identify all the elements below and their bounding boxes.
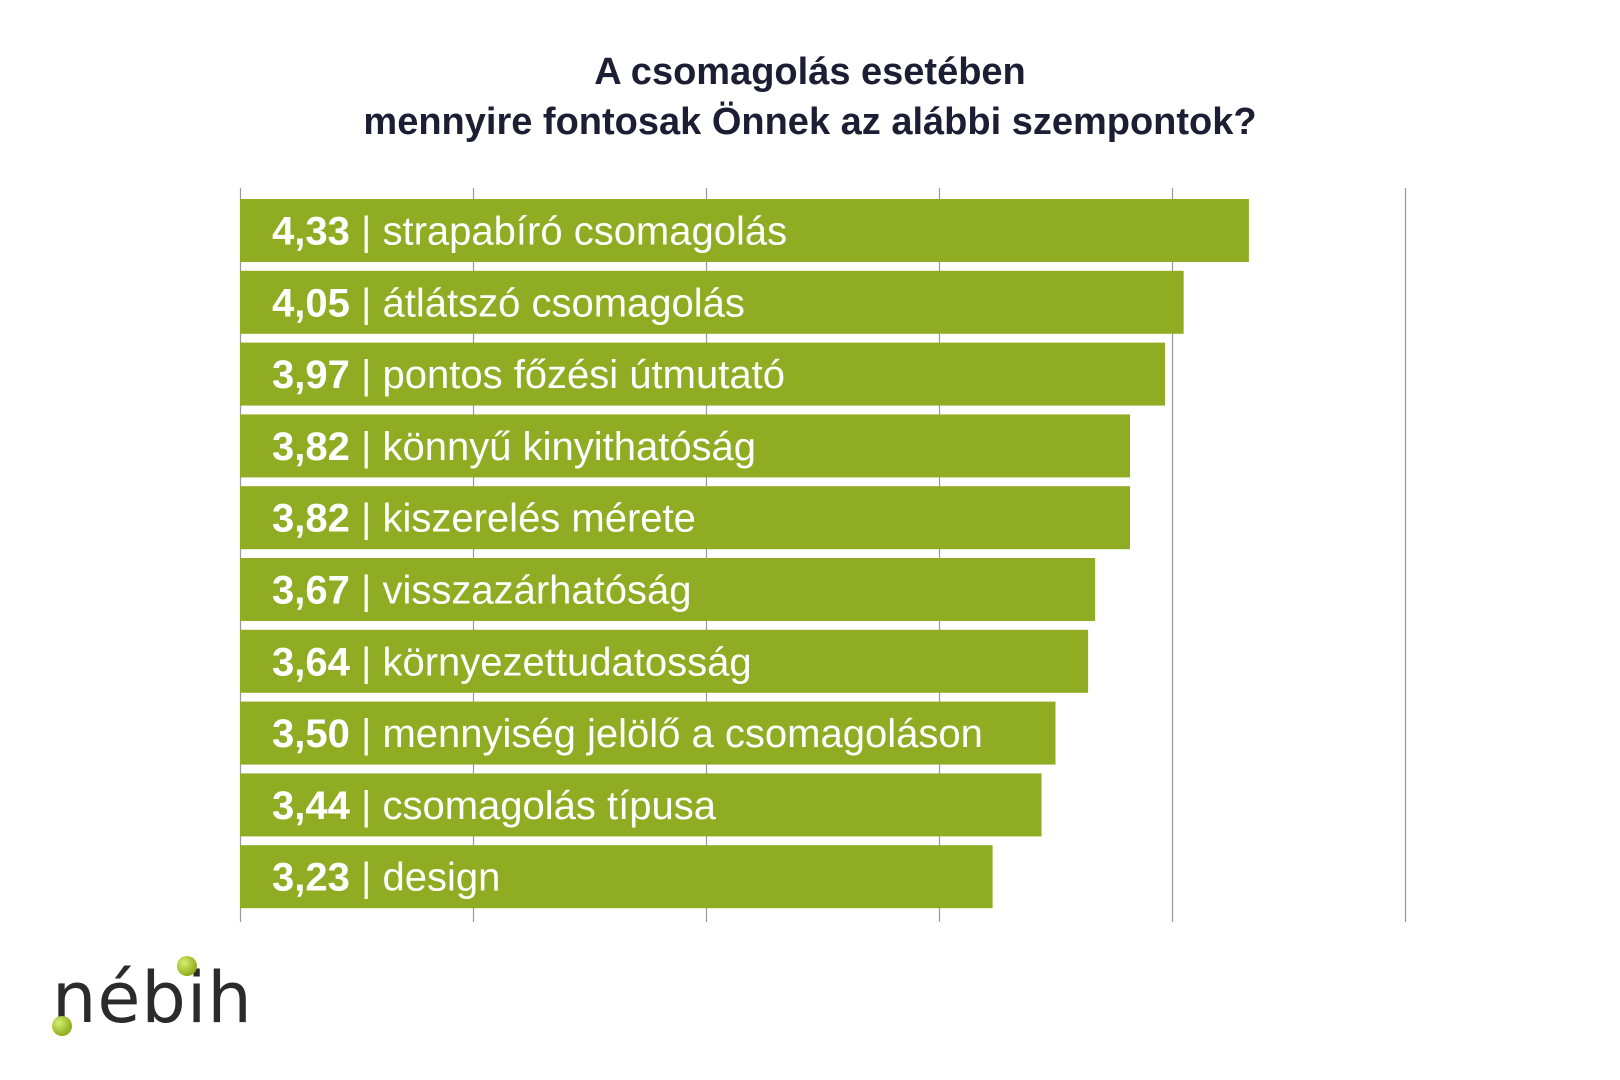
bar-value-label: 3,82 — [272, 425, 350, 469]
bar-label: 3,44 | csomagolás típusa — [272, 784, 717, 828]
bar-category-label: | design — [350, 856, 501, 900]
bar-category-label: | kiszerelés mérete — [350, 497, 696, 541]
bar-label: 3,23 | design — [272, 856, 500, 900]
bar — [240, 558, 1096, 621]
bar-label: 3,82 | könnyű kinyithatóság — [272, 425, 756, 469]
bar-category-label: | mennyiség jelölő a csomagoláson — [350, 712, 983, 756]
bar-value-label: 3,23 — [272, 856, 350, 900]
bar-label: 4,33 | strapabíró csomagolás — [272, 210, 787, 254]
bar-value-label: 4,33 — [272, 210, 350, 254]
bar-label: 3,67 | visszazárhatóság — [272, 569, 692, 613]
bar — [240, 701, 1056, 765]
bar — [240, 270, 1184, 334]
bar — [240, 414, 1131, 478]
nebih-logo: nébih — [52, 956, 252, 1048]
bar — [240, 199, 1249, 262]
bar-category-label: | visszazárhatóság — [350, 569, 692, 613]
bar-value-label: 3,67 — [272, 569, 350, 613]
bar-value-label: 3,97 — [272, 353, 350, 397]
bar-category-label: | pontos főzési útmutató — [350, 353, 785, 397]
bar-value-label: 3,50 — [272, 712, 350, 756]
bar-category-label: | könnyű kinyithatóság — [350, 425, 756, 469]
chart-title-line-2: mennyire fontosak Önnek az alábbi szempo… — [363, 101, 1257, 143]
bar — [240, 342, 1166, 406]
bar-value-label: 3,64 — [272, 640, 351, 684]
bar-category-label: | átlátszó csomagolás — [350, 281, 745, 325]
bar-category-label: | csomagolás típusa — [350, 784, 717, 828]
bar — [240, 845, 993, 909]
logo-dot-bottom — [52, 1016, 72, 1036]
bar-value-label: 3,44 — [272, 784, 351, 828]
chart-title-line-1: A csomagolás esetében — [594, 51, 1026, 93]
bar-value-label: 3,82 — [272, 497, 350, 541]
bar-label: 3,64 | környezettudatosság — [272, 640, 752, 684]
bar-label: 4,05 | átlátszó csomagolás — [272, 281, 745, 325]
bar-label: 3,97 | pontos főzési útmutató — [272, 353, 785, 397]
logo-text: nébih — [52, 957, 253, 1039]
bar-category-label: | strapabíró csomagolás — [350, 210, 787, 254]
bar — [240, 486, 1131, 550]
bar-value-label: 4,05 — [272, 281, 350, 325]
bar-category-label: | környezettudatosság — [350, 640, 752, 684]
logo-dot-top — [177, 956, 197, 976]
bar — [240, 773, 1042, 837]
bar-label: 3,50 | mennyiség jelölő a csomagoláson — [272, 712, 983, 756]
bar — [240, 629, 1089, 693]
bar-label: 3,82 | kiszerelés mérete — [272, 497, 696, 541]
